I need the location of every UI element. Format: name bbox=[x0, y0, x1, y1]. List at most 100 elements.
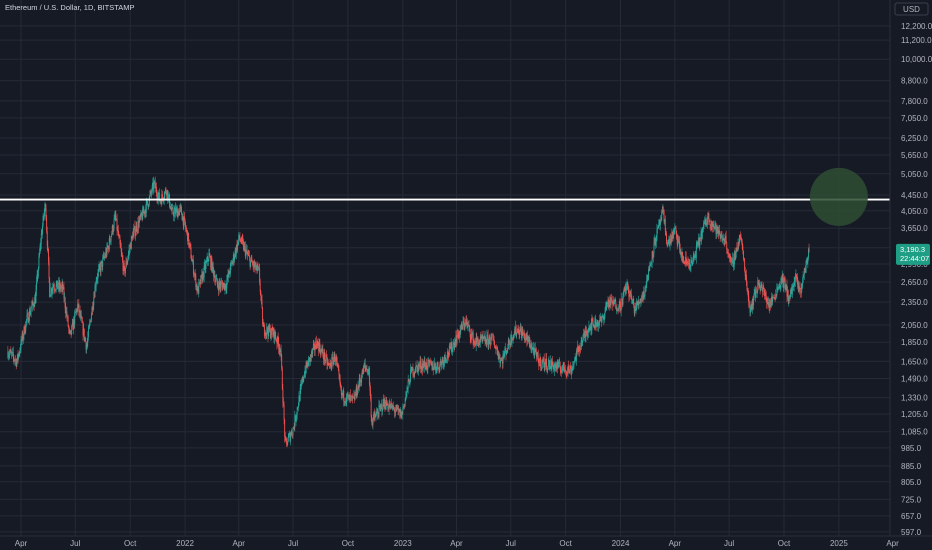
candle-body bbox=[46, 218, 48, 232]
candle-body bbox=[352, 397, 354, 399]
candle-body bbox=[452, 344, 454, 349]
candle-body bbox=[666, 233, 667, 243]
candle-body bbox=[781, 275, 783, 282]
candle-body bbox=[351, 396, 352, 398]
candle-body bbox=[747, 290, 749, 297]
candle-body bbox=[323, 352, 325, 360]
candle-body bbox=[101, 260, 103, 267]
candle-body bbox=[518, 328, 519, 334]
candle-body bbox=[510, 334, 512, 346]
candle-body bbox=[355, 386, 357, 395]
candle-body bbox=[632, 298, 634, 302]
candle-body bbox=[746, 282, 748, 290]
candle-body bbox=[750, 304, 752, 308]
candle-body bbox=[125, 261, 127, 269]
candle-body bbox=[123, 263, 125, 268]
candle-body bbox=[616, 307, 618, 311]
candle-body bbox=[767, 301, 769, 306]
candle-body bbox=[82, 322, 84, 336]
candle-body bbox=[410, 369, 412, 383]
candle-body bbox=[426, 362, 428, 369]
candle-body bbox=[606, 303, 608, 306]
candle-body bbox=[26, 314, 28, 320]
candle-body bbox=[323, 355, 324, 360]
candle-body bbox=[806, 259, 808, 261]
candle-body bbox=[226, 274, 228, 281]
candle-body bbox=[493, 339, 495, 345]
price-scale-panel[interactable] bbox=[890, 0, 932, 550]
candle-body bbox=[698, 237, 700, 246]
candle-body bbox=[291, 431, 293, 435]
candle-body bbox=[587, 332, 589, 336]
candle-body bbox=[347, 395, 349, 397]
candle-body bbox=[46, 231, 48, 246]
candle-body bbox=[719, 234, 721, 238]
candle-body bbox=[711, 221, 713, 227]
candle-body bbox=[708, 220, 710, 222]
candle-body bbox=[55, 284, 57, 290]
candle-body bbox=[563, 362, 565, 367]
candle-body bbox=[321, 349, 323, 351]
candle-body bbox=[774, 297, 775, 299]
candle-body bbox=[45, 204, 46, 209]
candle-body bbox=[194, 274, 196, 276]
candle-body bbox=[214, 275, 216, 283]
candle-body bbox=[21, 333, 23, 341]
candle-body bbox=[448, 345, 450, 356]
candle-body bbox=[762, 287, 764, 292]
candle-body bbox=[527, 335, 528, 342]
candle-body bbox=[407, 379, 409, 389]
target-zone-circle[interactable] bbox=[809, 167, 868, 226]
candle-body bbox=[783, 278, 785, 288]
candle-body bbox=[31, 305, 33, 310]
candle-body bbox=[479, 342, 481, 344]
candle-body bbox=[505, 350, 507, 355]
candle-body bbox=[299, 388, 301, 401]
time-axis-labels[interactable]: Apr Jul Oct 2022 Apr Jul Oct 2023 Apr Jul Oct 2024 A… bbox=[15, 539, 899, 548]
candle-body bbox=[697, 241, 699, 246]
candle-body bbox=[364, 363, 366, 367]
candle-body bbox=[574, 356, 576, 361]
candle-body bbox=[685, 257, 687, 260]
currency-badge[interactable] bbox=[894, 2, 929, 16]
candle-body bbox=[580, 341, 582, 350]
candle-body bbox=[404, 399, 406, 406]
price-tick-label: 1,650.0 bbox=[901, 357, 928, 366]
candle-body bbox=[542, 360, 544, 362]
candle-body bbox=[449, 345, 451, 347]
candle-body bbox=[530, 344, 532, 348]
candle-body bbox=[371, 423, 373, 425]
candle-body bbox=[753, 296, 755, 306]
candle-body bbox=[460, 328, 462, 334]
candle-body bbox=[224, 284, 226, 290]
candle-body bbox=[70, 330, 72, 335]
candle-body bbox=[488, 337, 490, 340]
candle-body bbox=[185, 224, 187, 229]
candle-body bbox=[711, 221, 713, 225]
candle-body bbox=[701, 230, 703, 239]
candle-body bbox=[71, 322, 73, 326]
candle-body bbox=[609, 297, 611, 306]
candle-body bbox=[744, 261, 746, 271]
candle-body bbox=[97, 272, 99, 279]
candle-body bbox=[265, 332, 267, 334]
candle-body bbox=[584, 331, 586, 337]
candle-body bbox=[392, 406, 394, 409]
candle-body bbox=[475, 343, 477, 346]
candle-body bbox=[605, 305, 607, 307]
candle-body bbox=[751, 299, 753, 309]
candle-body bbox=[113, 219, 115, 229]
candle-body bbox=[589, 327, 591, 331]
time-tick-label: Jul bbox=[70, 539, 80, 548]
candle-body bbox=[91, 306, 93, 315]
candle-body bbox=[74, 312, 76, 314]
candle-body bbox=[155, 186, 157, 194]
candle-body bbox=[374, 414, 376, 417]
candle-body bbox=[27, 313, 29, 323]
candle-body bbox=[307, 362, 309, 367]
candle-body bbox=[208, 253, 210, 261]
candle-body bbox=[591, 318, 593, 331]
candle-body bbox=[589, 326, 590, 331]
candle-body bbox=[106, 245, 108, 256]
